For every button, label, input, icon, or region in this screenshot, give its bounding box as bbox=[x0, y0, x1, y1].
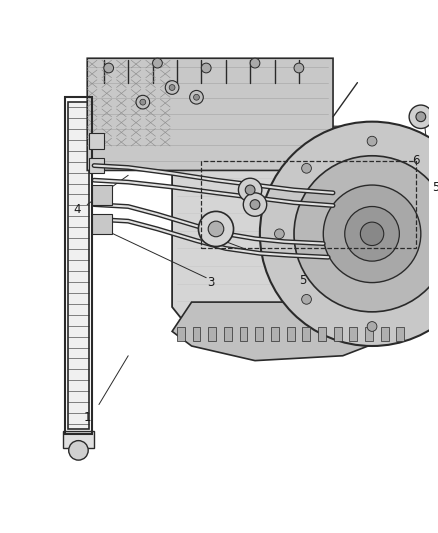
Polygon shape bbox=[172, 126, 406, 332]
Circle shape bbox=[294, 156, 438, 312]
Bar bbox=[334, 327, 342, 341]
Bar bbox=[89, 158, 104, 173]
Bar bbox=[68, 102, 89, 429]
Circle shape bbox=[260, 122, 438, 346]
Bar bbox=[381, 327, 389, 341]
Circle shape bbox=[434, 105, 438, 128]
Text: 3: 3 bbox=[208, 276, 215, 289]
Bar bbox=[177, 327, 185, 341]
Circle shape bbox=[294, 63, 304, 73]
Bar bbox=[208, 327, 216, 341]
Bar bbox=[92, 214, 112, 234]
Bar bbox=[350, 327, 357, 341]
Bar bbox=[287, 327, 294, 341]
Bar bbox=[365, 327, 373, 341]
Circle shape bbox=[136, 95, 150, 109]
Bar bbox=[63, 431, 94, 448]
Circle shape bbox=[433, 294, 438, 304]
Circle shape bbox=[190, 91, 203, 104]
Circle shape bbox=[208, 221, 224, 237]
Text: 5: 5 bbox=[432, 181, 438, 193]
Circle shape bbox=[198, 212, 233, 246]
Circle shape bbox=[433, 164, 438, 173]
Polygon shape bbox=[87, 58, 333, 171]
Circle shape bbox=[367, 136, 377, 146]
Bar bbox=[318, 327, 326, 341]
Circle shape bbox=[345, 206, 399, 261]
Circle shape bbox=[275, 229, 284, 239]
Text: 1: 1 bbox=[84, 411, 91, 424]
Circle shape bbox=[250, 200, 260, 209]
Text: 4: 4 bbox=[74, 203, 81, 216]
Circle shape bbox=[250, 58, 260, 68]
Bar bbox=[92, 185, 112, 205]
Circle shape bbox=[169, 85, 175, 91]
Circle shape bbox=[238, 178, 262, 201]
Circle shape bbox=[302, 294, 311, 304]
Circle shape bbox=[245, 185, 255, 195]
Bar bbox=[255, 327, 263, 341]
Bar bbox=[240, 327, 247, 341]
Circle shape bbox=[104, 63, 113, 73]
Text: 2: 2 bbox=[317, 273, 324, 286]
Circle shape bbox=[152, 58, 162, 68]
Circle shape bbox=[323, 185, 421, 282]
Circle shape bbox=[302, 164, 311, 173]
Text: 5: 5 bbox=[299, 274, 307, 287]
Circle shape bbox=[69, 441, 88, 460]
Bar bbox=[224, 327, 232, 341]
Text: 6: 6 bbox=[412, 154, 420, 167]
Circle shape bbox=[409, 105, 433, 128]
Bar bbox=[271, 327, 279, 341]
Bar bbox=[89, 133, 104, 149]
Circle shape bbox=[367, 321, 377, 332]
Bar bbox=[65, 97, 92, 434]
Circle shape bbox=[165, 80, 179, 94]
Circle shape bbox=[201, 63, 211, 73]
Circle shape bbox=[140, 99, 146, 105]
Bar bbox=[396, 327, 404, 341]
Bar bbox=[302, 327, 310, 341]
Bar bbox=[201, 160, 416, 248]
Circle shape bbox=[194, 94, 199, 100]
Circle shape bbox=[243, 193, 267, 216]
Bar bbox=[193, 327, 201, 341]
Circle shape bbox=[416, 112, 426, 122]
Circle shape bbox=[360, 222, 384, 246]
Polygon shape bbox=[172, 302, 406, 361]
